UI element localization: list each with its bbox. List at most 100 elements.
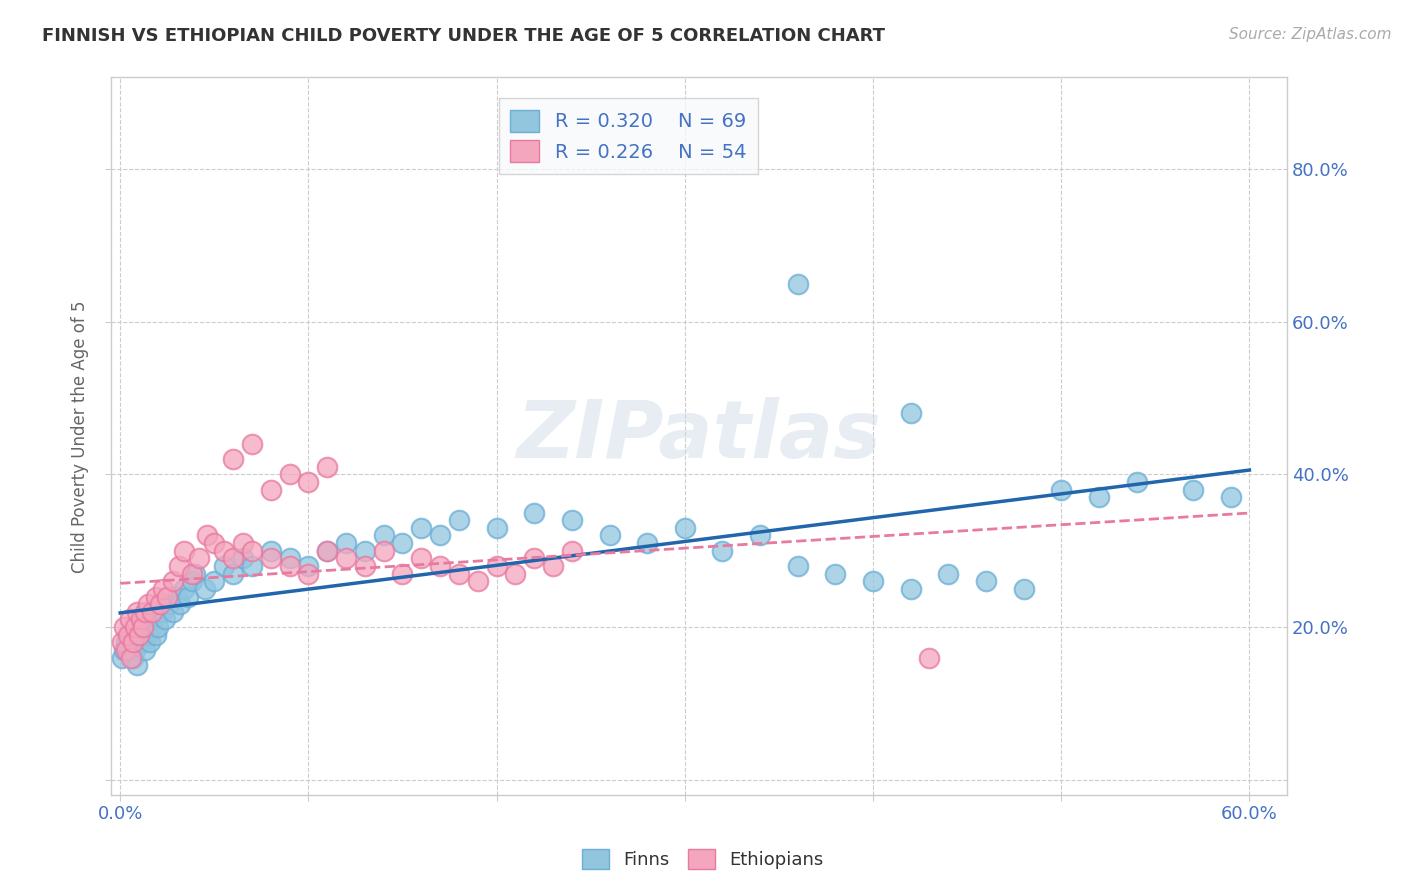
Point — [278, 551, 301, 566]
Point — [447, 566, 470, 581]
Point — [184, 566, 207, 581]
Point — [127, 605, 149, 619]
Point — [202, 574, 225, 589]
Point — [129, 628, 152, 642]
Point — [429, 528, 451, 542]
Point — [155, 612, 177, 626]
Point — [128, 635, 150, 649]
Point — [636, 536, 658, 550]
Point — [541, 559, 564, 574]
Point — [1050, 483, 1073, 497]
Point — [353, 543, 375, 558]
Point — [429, 559, 451, 574]
Point — [150, 605, 173, 619]
Point — [156, 590, 179, 604]
Text: Source: ZipAtlas.com: Source: ZipAtlas.com — [1229, 27, 1392, 42]
Legend: Finns, Ethiopians: Finns, Ethiopians — [574, 839, 832, 879]
Point — [145, 628, 167, 642]
Point — [467, 574, 489, 589]
Point — [145, 590, 167, 604]
Point — [141, 605, 163, 619]
Point — [485, 559, 508, 574]
Point — [335, 536, 357, 550]
Text: ZIPatlas: ZIPatlas — [516, 397, 882, 475]
Point — [936, 566, 959, 581]
Point — [974, 574, 997, 589]
Point — [673, 521, 696, 535]
Point — [180, 574, 202, 589]
Point — [1012, 582, 1035, 596]
Point — [157, 597, 180, 611]
Point — [411, 551, 433, 566]
Point — [149, 597, 172, 611]
Point — [505, 566, 527, 581]
Point — [316, 543, 339, 558]
Point — [146, 620, 169, 634]
Text: FINNISH VS ETHIOPIAN CHILD POVERTY UNDER THE AGE OF 5 CORRELATION CHART: FINNISH VS ETHIOPIAN CHILD POVERTY UNDER… — [42, 27, 886, 45]
Point — [824, 566, 846, 581]
Point — [240, 559, 263, 574]
Point — [173, 582, 195, 596]
Point — [1219, 491, 1241, 505]
Point — [1181, 483, 1204, 497]
Point — [485, 521, 508, 535]
Point — [260, 543, 283, 558]
Point — [121, 650, 143, 665]
Point — [128, 628, 150, 642]
Point — [167, 559, 190, 574]
Point — [711, 543, 734, 558]
Point — [918, 650, 941, 665]
Point — [162, 605, 184, 619]
Point — [316, 543, 339, 558]
Point — [231, 536, 253, 550]
Point — [195, 528, 218, 542]
Point — [188, 551, 211, 566]
Point — [222, 551, 245, 566]
Point — [900, 582, 922, 596]
Point — [173, 543, 195, 558]
Point — [862, 574, 884, 589]
Point — [240, 543, 263, 558]
Point — [749, 528, 772, 542]
Point — [411, 521, 433, 535]
Point — [122, 635, 145, 649]
Legend: R = 0.320    N = 69, R = 0.226    N = 54: R = 0.320 N = 69, R = 0.226 N = 54 — [499, 98, 758, 174]
Point — [391, 536, 413, 550]
Point — [900, 406, 922, 420]
Point — [121, 635, 143, 649]
Point — [124, 643, 146, 657]
Point — [114, 643, 136, 657]
Point — [599, 528, 621, 542]
Point — [212, 543, 235, 558]
Point — [117, 628, 139, 642]
Point — [194, 582, 217, 596]
Point — [786, 277, 808, 291]
Point — [316, 459, 339, 474]
Point — [124, 620, 146, 634]
Point — [132, 635, 155, 649]
Point — [169, 597, 191, 611]
Point — [180, 566, 202, 581]
Point — [231, 551, 253, 566]
Point — [297, 559, 319, 574]
Point — [177, 590, 200, 604]
Point — [373, 543, 395, 558]
Point — [523, 551, 546, 566]
Point — [561, 543, 583, 558]
Point — [135, 620, 157, 634]
Point — [112, 620, 135, 634]
Point — [143, 612, 166, 626]
Point — [278, 559, 301, 574]
Point — [297, 566, 319, 581]
Point — [139, 635, 162, 649]
Point — [112, 643, 135, 657]
Point — [152, 582, 174, 596]
Point — [134, 643, 156, 657]
Point — [114, 635, 136, 649]
Point — [373, 528, 395, 542]
Point — [353, 559, 375, 574]
Point — [141, 620, 163, 634]
Point — [297, 475, 319, 489]
Point — [111, 635, 134, 649]
Point — [138, 628, 160, 642]
